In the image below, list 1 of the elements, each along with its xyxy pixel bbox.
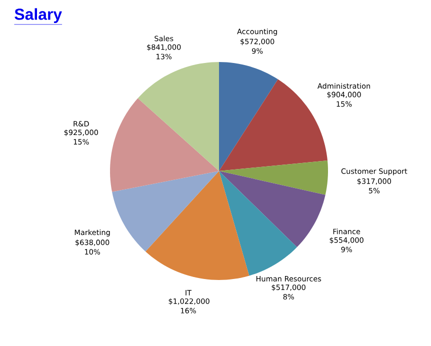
chart-title: Salary bbox=[14, 8, 62, 24]
